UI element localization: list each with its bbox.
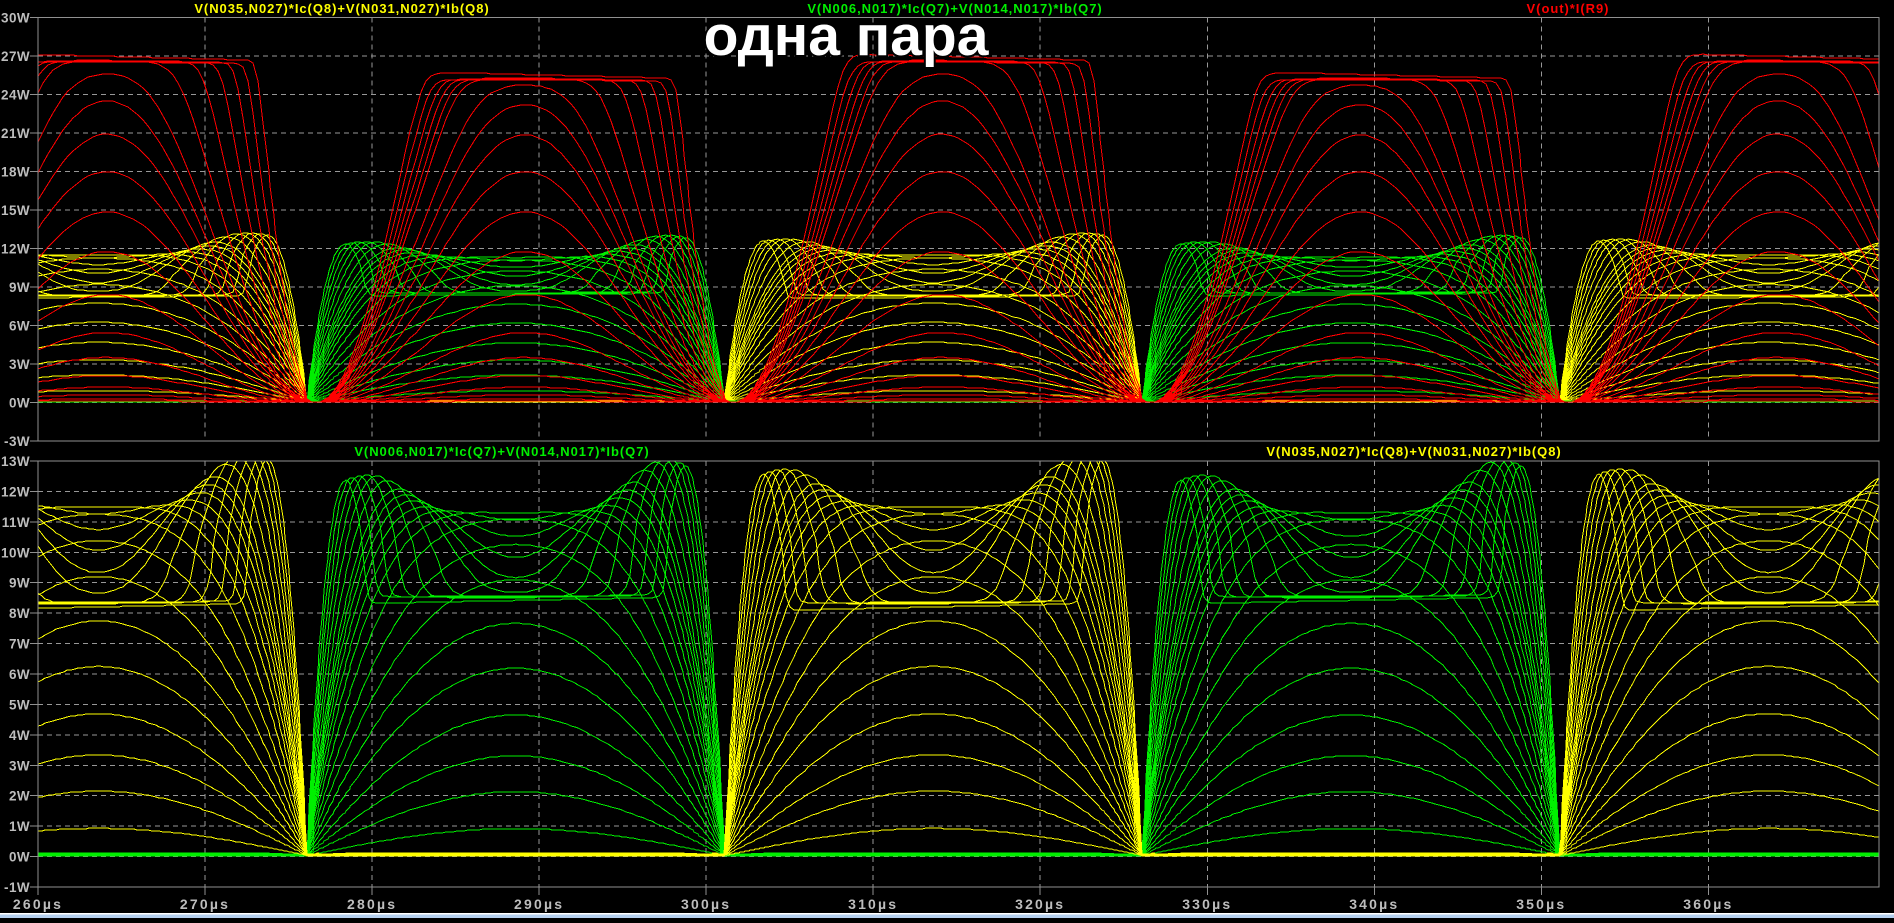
svg-text:2W: 2W — [9, 789, 30, 804]
svg-text:V(N006,N017)*Ic(Q7)+V(N014,N01: V(N006,N017)*Ic(Q7)+V(N014,N017)*Ib(Q7) — [807, 1, 1102, 16]
svg-text:0W: 0W — [9, 850, 30, 865]
svg-text:3W: 3W — [9, 357, 30, 372]
svg-text:310µs: 310µs — [848, 896, 898, 912]
svg-text:5W: 5W — [9, 697, 30, 712]
svg-text:V(N006,N017)*Ic(Q7)+V(N014,N01: V(N006,N017)*Ic(Q7)+V(N014,N017)*Ib(Q7) — [354, 444, 649, 459]
svg-text:6W: 6W — [9, 319, 30, 334]
svg-text:350µs: 350µs — [1516, 896, 1566, 912]
svg-text:330µs: 330µs — [1182, 896, 1232, 912]
svg-text:V(out)*I(R9): V(out)*I(R9) — [1527, 1, 1610, 16]
svg-text:6W: 6W — [9, 667, 30, 682]
svg-text:12W: 12W — [1, 242, 30, 257]
svg-text:10W: 10W — [1, 545, 30, 560]
svg-text:9W: 9W — [9, 280, 30, 295]
svg-text:12W: 12W — [1, 484, 30, 499]
svg-text:15W: 15W — [1, 203, 30, 218]
svg-text:340µs: 340µs — [1349, 896, 1399, 912]
svg-text:V(N035,N027)*Ic(Q8)+V(N031,N02: V(N035,N027)*Ic(Q8)+V(N031,N027)*Ib(Q8) — [1266, 444, 1561, 459]
svg-text:270µs: 270µs — [180, 896, 230, 912]
svg-text:300µs: 300µs — [681, 896, 731, 912]
svg-text:9W: 9W — [9, 576, 30, 591]
svg-text:-1W: -1W — [4, 880, 30, 895]
svg-text:290µs: 290µs — [514, 896, 564, 912]
svg-text:360µs: 360µs — [1683, 896, 1733, 912]
svg-text:30W: 30W — [1, 11, 30, 26]
svg-text:320µs: 320µs — [1015, 896, 1065, 912]
svg-text:18W: 18W — [1, 165, 30, 180]
svg-text:7W: 7W — [9, 637, 30, 652]
svg-text:280µs: 280µs — [347, 896, 397, 912]
svg-text:11W: 11W — [2, 515, 30, 530]
svg-text:V(N035,N027)*Ic(Q8)+V(N031,N02: V(N035,N027)*Ic(Q8)+V(N031,N027)*Ib(Q8) — [194, 1, 489, 16]
svg-text:одна пара: одна пара — [704, 4, 990, 68]
svg-text:260µs: 260µs — [13, 896, 63, 912]
svg-text:21W: 21W — [1, 126, 30, 141]
svg-text:1W: 1W — [9, 819, 30, 834]
svg-text:4W: 4W — [9, 728, 30, 743]
svg-text:24W: 24W — [1, 88, 30, 103]
svg-text:8W: 8W — [9, 606, 30, 621]
svg-text:3W: 3W — [9, 758, 30, 773]
svg-text:0W: 0W — [9, 396, 30, 411]
svg-text:-3W: -3W — [4, 434, 30, 449]
svg-text:27W: 27W — [1, 49, 30, 64]
svg-text:13W: 13W — [1, 454, 30, 469]
